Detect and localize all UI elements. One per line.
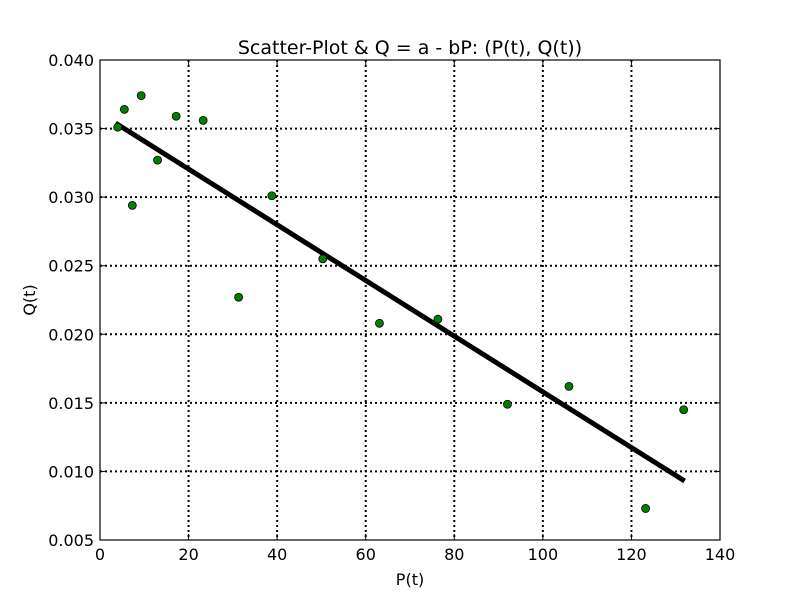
x-axis-label: P(t) — [396, 570, 424, 589]
y-tick-label: 0.020 — [48, 325, 94, 344]
x-tick-label: 120 — [616, 545, 647, 564]
chart-title: Scatter-Plot & Q = a - bP: (P(t), Q(t)) — [238, 37, 582, 59]
data-point — [136, 91, 146, 101]
x-tick-label: 100 — [528, 545, 559, 564]
data-point — [113, 122, 123, 132]
x-tick-label: 80 — [444, 545, 464, 564]
data-point — [564, 381, 574, 391]
data-point — [127, 200, 137, 210]
y-tick-label: 0.040 — [48, 51, 94, 70]
y-tick-label: 0.030 — [48, 188, 94, 207]
plot-background — [100, 60, 720, 540]
data-point — [375, 318, 384, 328]
data-point — [433, 314, 443, 324]
y-tick-label: 0.025 — [48, 257, 94, 276]
data-point — [267, 191, 277, 201]
x-tick-label: 20 — [178, 545, 198, 564]
data-point — [153, 155, 162, 165]
x-tick-label: 40 — [267, 545, 287, 564]
y-axis-label: Q(t) — [20, 284, 39, 315]
y-tick-label: 0.035 — [48, 120, 94, 139]
data-point — [171, 111, 181, 121]
data-point — [679, 405, 689, 415]
data-point — [198, 115, 208, 125]
data-point — [234, 292, 244, 302]
data-point — [119, 104, 129, 114]
x-tick-label: 60 — [356, 545, 376, 564]
x-tick-label: 0 — [95, 545, 105, 564]
regression-line — [114, 120, 686, 484]
y-tick-label: 0.015 — [48, 394, 94, 413]
data-point — [503, 399, 512, 409]
y-tick-label: 0.010 — [48, 462, 94, 481]
plot-area: 0 20 40 60 80 100 120 140 0.005 0.010 0.015 0.020 0.… — [48, 51, 735, 564]
plot-frame — [99, 59, 721, 541]
y-tick-label: 0.005 — [48, 531, 94, 550]
data-point — [318, 254, 328, 264]
data-point — [641, 504, 650, 513]
x-tick-label: 140 — [705, 545, 736, 564]
